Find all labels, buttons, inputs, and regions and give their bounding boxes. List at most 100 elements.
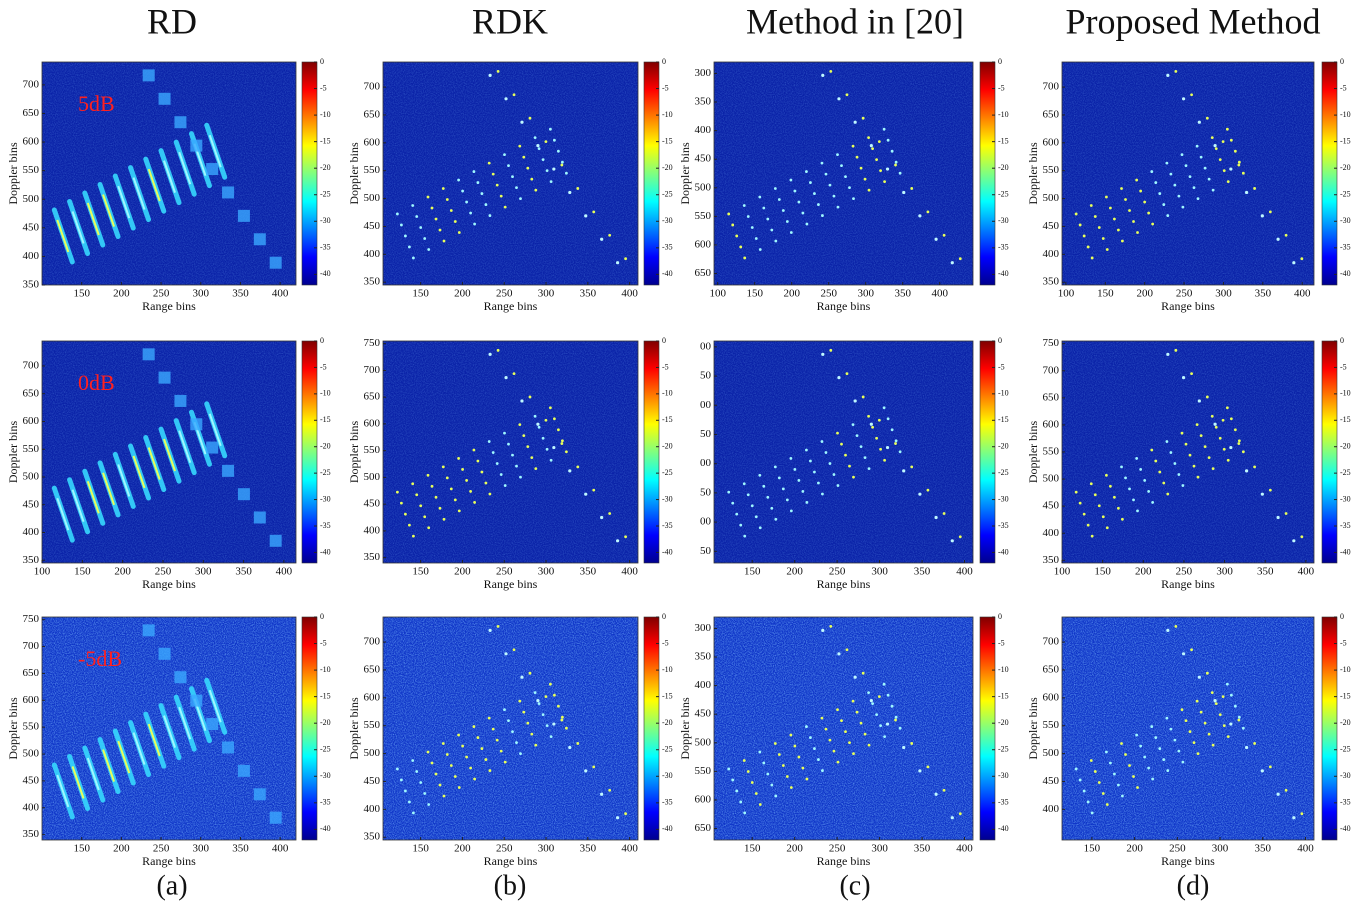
y-axis-label: Doppler bins: [1026, 421, 1040, 484]
scatter-point: [1113, 495, 1116, 499]
scatter-point: [1139, 189, 1143, 193]
x-tick-label: 250: [820, 288, 837, 300]
colorbar: [1321, 616, 1338, 841]
x-tick-label: 200: [454, 566, 471, 578]
scatter-point: [845, 93, 849, 97]
panel: 150 200 250 300 350 400 400 450 500 550 600 650 700 R…: [1026, 612, 1351, 868]
scatter-point: [1237, 718, 1241, 722]
streak-core: [86, 480, 100, 514]
scatter-point: [553, 417, 556, 421]
x-tick-label: 300: [193, 288, 210, 300]
x-tick-label: 150: [746, 288, 763, 300]
scatter-point: [836, 431, 839, 435]
scatter-point: [545, 169, 549, 173]
scatter-point: [848, 186, 851, 190]
scatter-point: [789, 786, 793, 789]
scatter-point: [845, 372, 849, 376]
colorbar-tick-label: -10: [320, 665, 331, 674]
scatter-point: [473, 777, 476, 781]
scatter-point: [1113, 217, 1116, 221]
x-axis-label: Range bins: [1161, 577, 1215, 591]
scatter-point: [503, 484, 507, 487]
scatter-point: [1221, 140, 1225, 144]
scatter-point: [817, 203, 820, 206]
scatter-point: [1181, 205, 1185, 209]
plot-frame: [41, 61, 297, 286]
scatter-point: [1166, 492, 1170, 496]
scatter-point: [533, 691, 537, 695]
x-tick-label: 400: [1298, 566, 1315, 578]
scatter-point: [415, 493, 419, 497]
scatter-point: [1300, 257, 1304, 261]
y-axis-label: Doppler bins: [347, 142, 361, 205]
scatter-point: [457, 457, 460, 460]
scatter-point: [496, 69, 500, 73]
scatter-point: [1090, 256, 1094, 260]
scatter-point: [528, 671, 532, 675]
colorbar-tick-label: -30: [662, 771, 673, 780]
colorbar-tick-label: -20: [1340, 442, 1351, 451]
scatter-point: [584, 769, 588, 773]
scatter-point: [561, 439, 564, 443]
colorbar: [1321, 61, 1338, 286]
x-tick-label: 250: [496, 288, 513, 300]
scatter-point: [522, 155, 526, 159]
colorbar-tick-label: -10: [998, 665, 1009, 674]
scatter-point: [882, 682, 886, 686]
colorbar-tick-label: 0: [662, 57, 666, 66]
scatter-point: [879, 724, 882, 728]
scatter-point: [534, 467, 538, 471]
y-tick-label: 350: [695, 651, 712, 663]
scatter-point: [496, 348, 500, 352]
x-tick-label: 350: [580, 288, 597, 300]
scatter-point: [1207, 732, 1211, 736]
scatter-point: [1121, 239, 1124, 243]
x-axis-label: Range bins: [484, 299, 538, 313]
noise: [383, 341, 638, 563]
scatter-point: [449, 209, 453, 212]
scatter-point: [821, 628, 825, 632]
scatter-point: [1151, 222, 1155, 226]
scatter-point: [469, 211, 472, 215]
scatter-point: [926, 210, 930, 214]
scatter-point: [902, 469, 906, 473]
scatter-point: [624, 535, 627, 539]
y-tick-label: 500: [1043, 473, 1060, 485]
streak-core: [147, 723, 161, 757]
colorbar-tick-label: -30: [998, 494, 1009, 503]
y-tick-label: 550: [695, 210, 712, 222]
scatter-point: [461, 189, 464, 193]
colorbar-tick-label: -25: [1340, 190, 1351, 199]
x-tick-label: 350: [1255, 288, 1272, 300]
panel: 150 200 250 300 350 400 00 50 00 50 00 50 00 50 Range …: [700, 336, 1009, 591]
scatter-point: [557, 149, 560, 153]
plot-frame: [382, 340, 639, 564]
scatter-point: [1090, 811, 1094, 815]
scatter-point: [528, 395, 532, 399]
scatter-point: [469, 766, 472, 770]
y-tick-label: 500: [1043, 192, 1060, 204]
scatter-point: [560, 442, 564, 445]
scatter-point: [727, 767, 731, 771]
y-tick-label: 700: [23, 360, 40, 372]
scatter-point: [1222, 724, 1226, 728]
y-tick-label: 00: [700, 457, 712, 469]
colorbar-tick-label: -40: [662, 269, 673, 278]
scatter-point: [1214, 147, 1218, 151]
streak-core: [71, 766, 85, 799]
scatter-point: [1120, 742, 1123, 745]
plot-frame: [382, 61, 639, 286]
scatter-point: [600, 515, 604, 520]
colorbar-tick-label: -30: [662, 494, 673, 503]
scatter-point: [495, 462, 499, 465]
scatter-point: [871, 702, 874, 706]
scatter-point: [820, 440, 824, 443]
colorbar-tick-label: -40: [998, 269, 1009, 278]
scatter-point: [1078, 501, 1082, 505]
scatter-point: [434, 772, 438, 776]
streak: [142, 348, 155, 361]
scatter-point: [449, 487, 453, 491]
x-tick-label: 100: [1054, 566, 1071, 578]
panel: 150 200 250 300 350 400 350 400 450 500 550 600 650 7…: [347, 57, 673, 313]
streak: [269, 811, 282, 824]
